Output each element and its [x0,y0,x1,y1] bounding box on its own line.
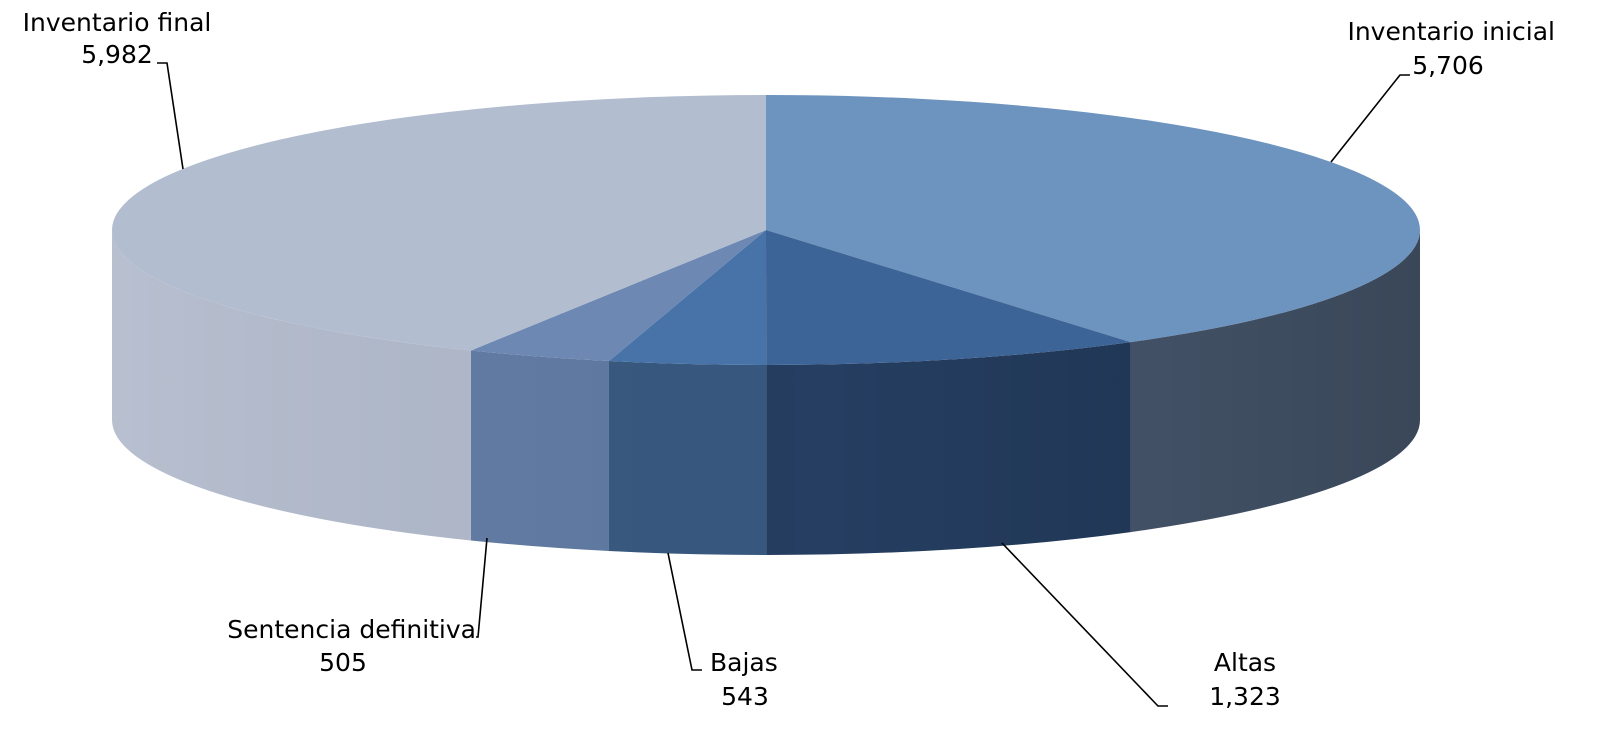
pie-slice-sentencia-definitiva [470,230,766,362]
pie-slice-inventario-final [112,95,767,351]
leader-line-altas [1001,542,1168,707]
pie-labels-layer: Inventario inicial 5,706 Altas 1,323 Bajas 54… [23,8,1555,711]
data-label-bajas: Bajas [710,648,778,677]
leader-line-sentencia-definitiva [476,537,488,638]
data-label-inventario-final: Inventario final [23,8,212,37]
leader-line-bajas [667,552,702,671]
data-label-inventario-inicial: Inventario inicial [1347,17,1555,46]
pie-shade-layer [112,230,1420,555]
data-value-bajas: 543 [721,682,769,711]
pie-slice-bajas [608,230,767,366]
data-label-sentencia-definitiva: Sentencia definitiva [227,615,476,644]
data-value-altas: 1,323 [1209,682,1281,711]
data-value-inventario-inicial: 5,706 [1412,51,1484,80]
data-label-altas: Altas [1214,648,1276,677]
data-value-inventario-final: 5,982 [81,40,153,69]
pie-tops-layer [112,95,1420,366]
data-value-sentencia-definitiva: 505 [319,648,367,677]
leader-line-inventario-inicial [1330,74,1410,163]
pie-side-shading [112,230,1420,555]
pie-slice-inventario-inicial [766,95,1420,343]
pie-slice-altas [766,230,1131,365]
leader-line-inventario-final [157,62,184,170]
